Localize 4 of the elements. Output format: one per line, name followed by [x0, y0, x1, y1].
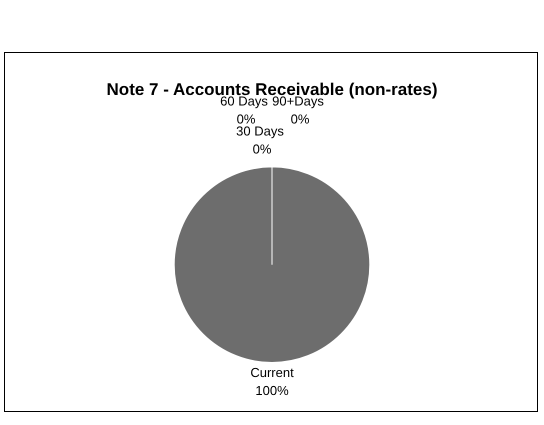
text: 0% [252, 141, 272, 156]
text: 0% [290, 111, 310, 126]
data-label: 100% [255, 383, 290, 398]
slice-label: Current [250, 365, 294, 380]
